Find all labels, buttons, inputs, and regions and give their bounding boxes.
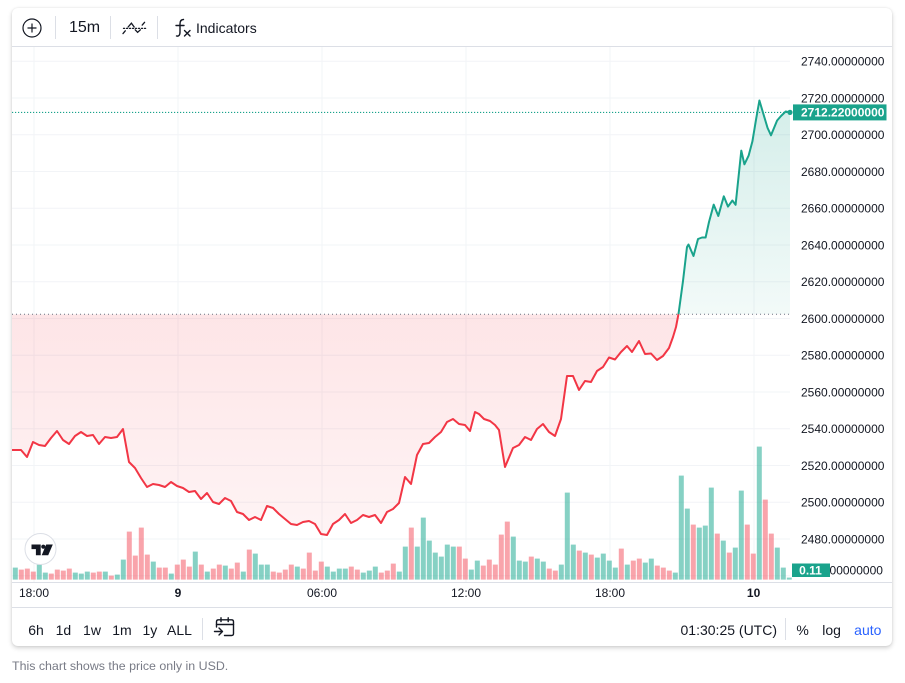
- svg-text:2640.00000000: 2640.00000000: [801, 238, 885, 252]
- svg-text:2500.00000000: 2500.00000000: [801, 496, 885, 510]
- svg-text:2580.00000000: 2580.00000000: [801, 349, 885, 363]
- svg-text:2540.00000000: 2540.00000000: [801, 422, 885, 436]
- svg-text:2700.00000000: 2700.00000000: [801, 128, 885, 142]
- svg-text:2620.00000000: 2620.00000000: [801, 275, 885, 289]
- svg-text:2520.00000000: 2520.00000000: [801, 459, 885, 473]
- svg-text:2480.00000000: 2480.00000000: [801, 532, 885, 546]
- svg-text:2600.00000000: 2600.00000000: [801, 312, 885, 326]
- svg-text:2720.00000000: 2720.00000000: [801, 91, 885, 105]
- svg-text:2560.00000000: 2560.00000000: [801, 385, 885, 399]
- svg-text:0.11: 0.11: [799, 564, 822, 578]
- svg-text:2740.00000000: 2740.00000000: [801, 55, 885, 69]
- svg-text:2680.00000000: 2680.00000000: [801, 165, 885, 179]
- svg-text:2712.22000000: 2712.22000000: [801, 105, 885, 119]
- svg-text:2660.00000000: 2660.00000000: [801, 202, 885, 216]
